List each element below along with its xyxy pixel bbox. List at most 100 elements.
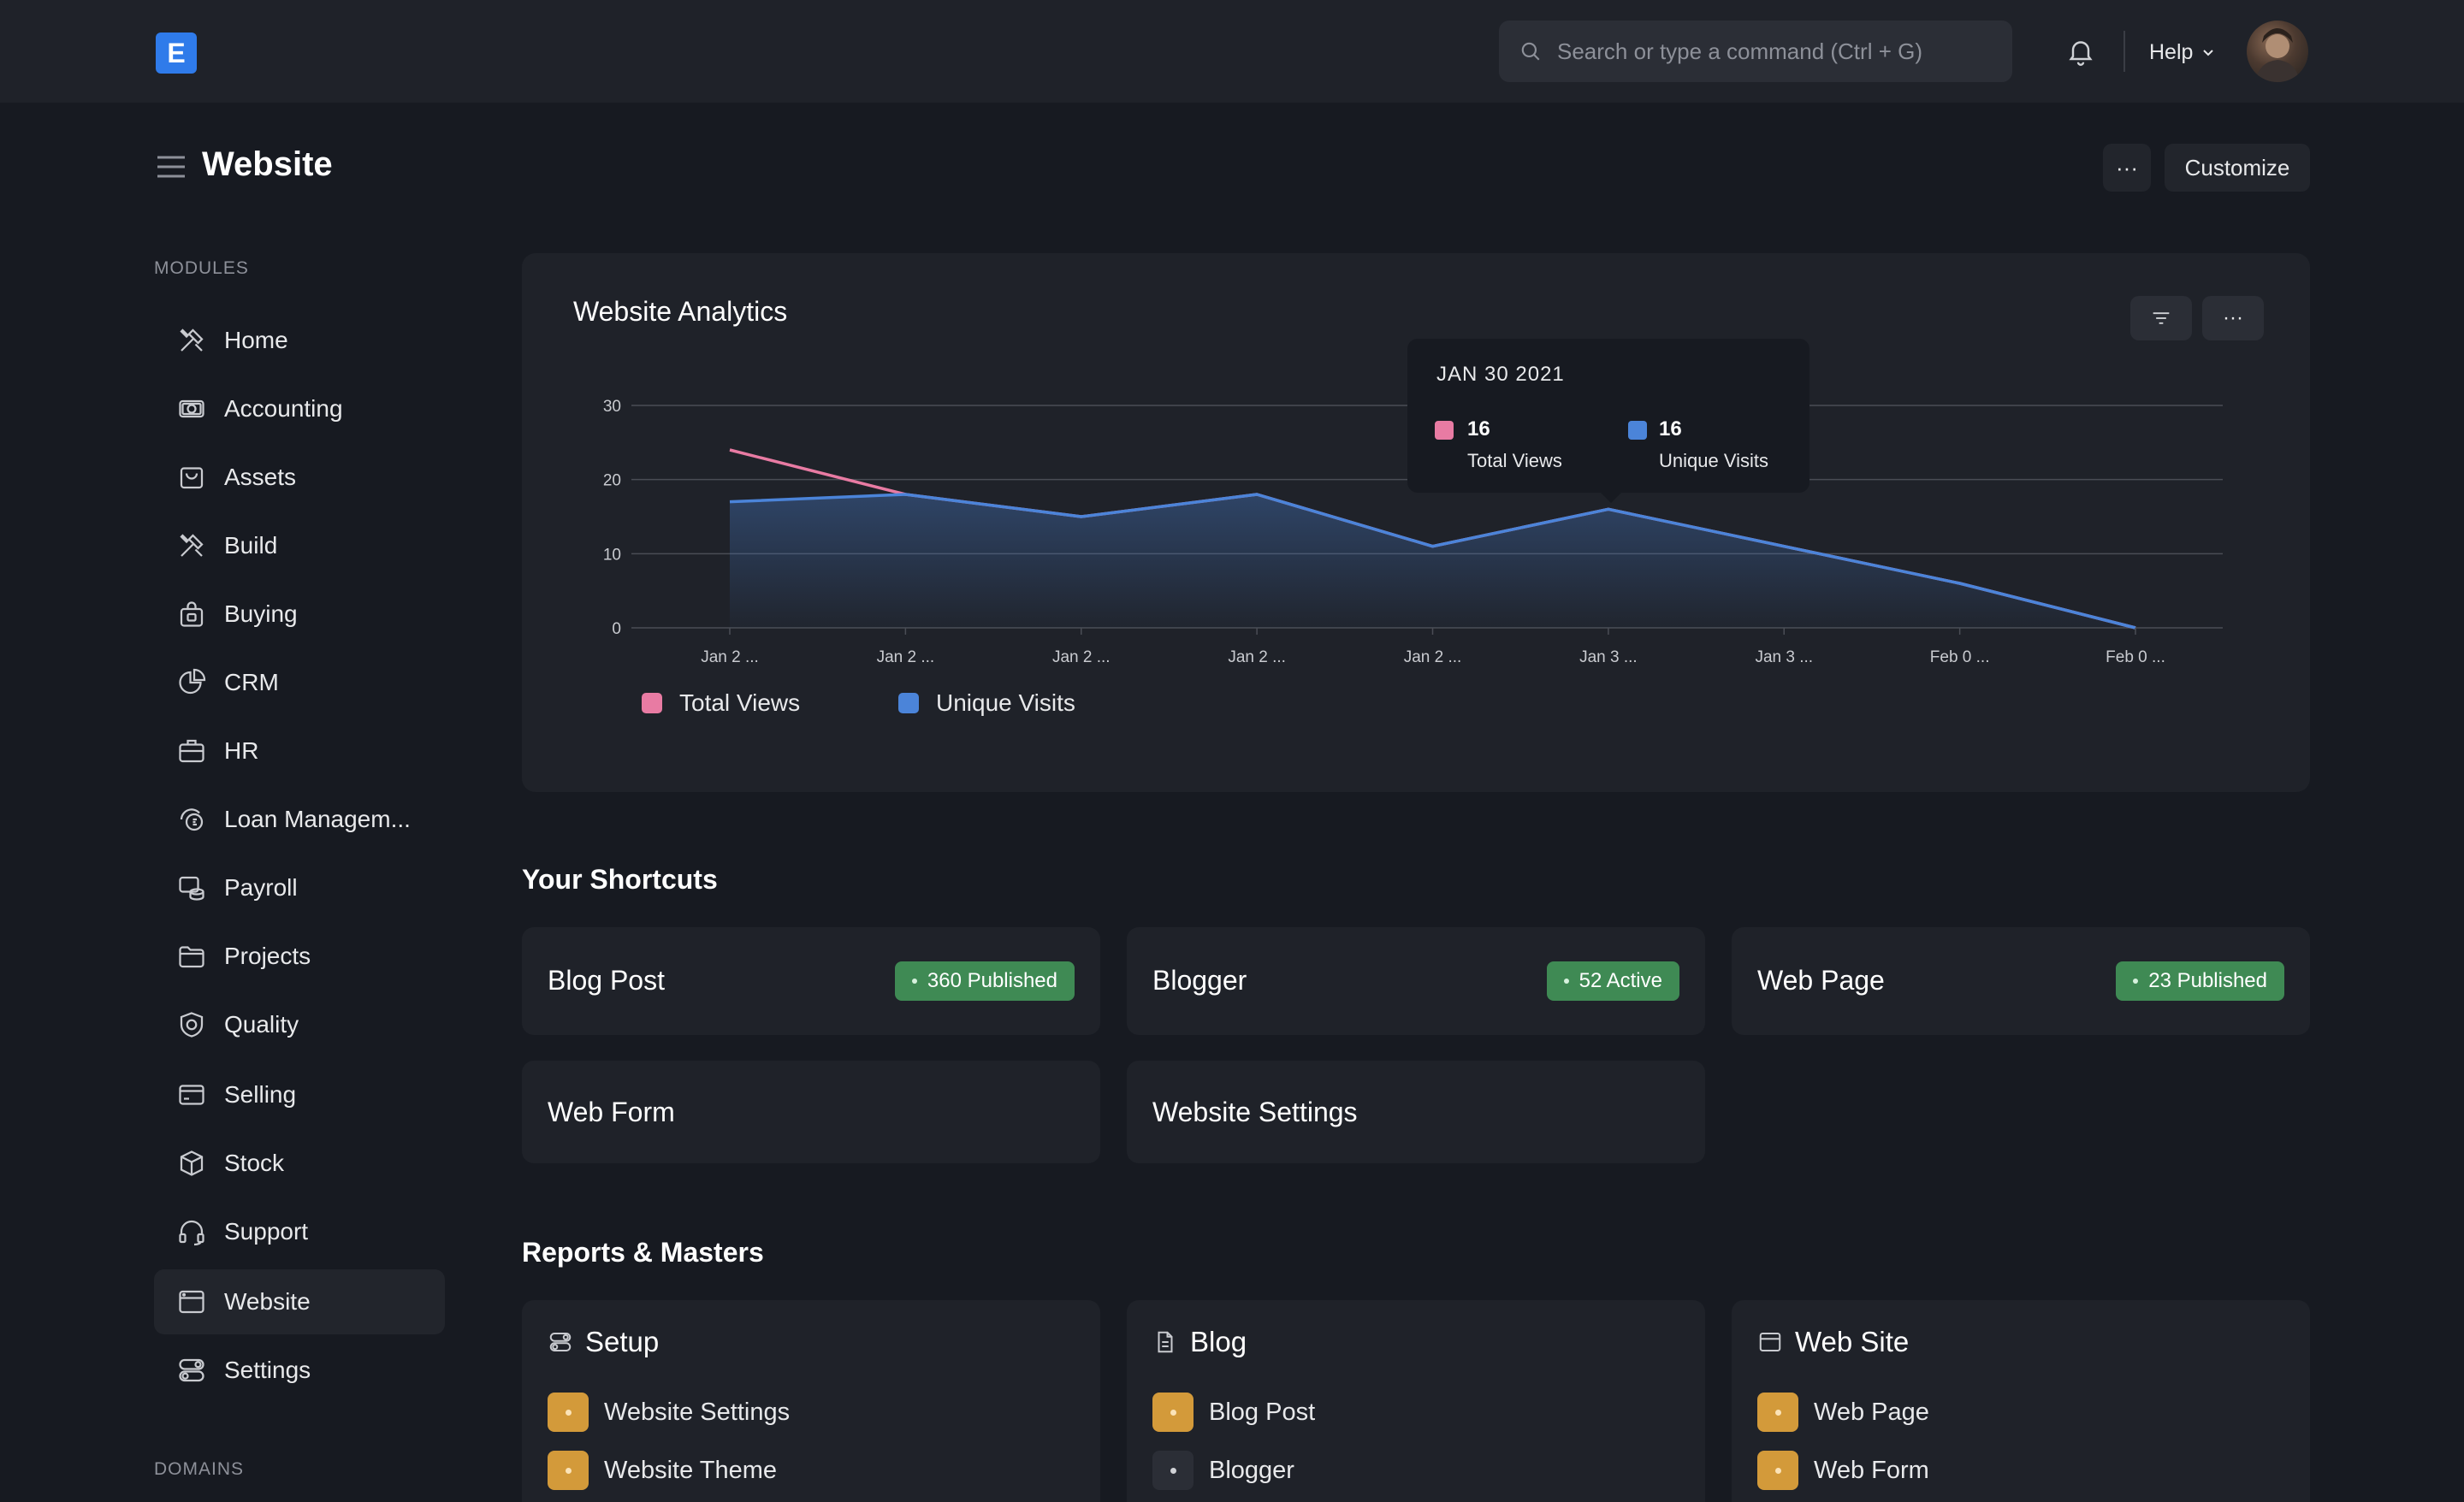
filter-icon: [2153, 312, 2170, 324]
status-badge: 23 Published: [2116, 961, 2284, 1001]
shortcut-blogger[interactable]: Blogger 52 Active: [1127, 927, 1705, 1035]
sidebar-item-label: CRM: [224, 669, 279, 695]
report-link-web-form[interactable]: Web Form: [1757, 1451, 1929, 1490]
report-card-title: Setup: [548, 1326, 659, 1358]
domains-label: DOMAINS: [154, 1459, 245, 1479]
chart-tooltip: JAN 30 2021 16 Total Views 16 Unique Vis…: [1407, 339, 1810, 503]
reports-heading: Reports & Masters: [522, 1237, 764, 1268]
unique-visits-area: [730, 494, 2135, 628]
sidebar-item-loan-management[interactable]: Loan Managem...: [154, 787, 445, 852]
link-indicator: [1152, 1393, 1194, 1432]
sidebar-item-crm[interactable]: CRM: [154, 650, 445, 715]
legend-swatch: [898, 693, 919, 713]
sidebar-item-stock[interactable]: Stock: [154, 1131, 445, 1196]
navbar-divider: [2123, 31, 2125, 72]
chart-filter-button[interactable]: [2130, 296, 2192, 340]
page-more-button[interactable]: ···: [2103, 144, 2151, 192]
search-input[interactable]: [1557, 38, 2002, 65]
sidebar-item-label: Settings: [224, 1357, 311, 1383]
legend-unique-visits[interactable]: Unique Visits: [898, 689, 1075, 717]
user-avatar[interactable]: [2247, 21, 2308, 82]
sidebar-item-website[interactable]: Website: [154, 1269, 445, 1334]
shortcut-blog-post[interactable]: Blog Post 360 Published: [522, 927, 1100, 1035]
sidebar-item-quality[interactable]: Quality: [154, 992, 445, 1057]
sidebar-item-support[interactable]: Support: [154, 1199, 445, 1264]
sidebar-item-label: Payroll: [224, 874, 298, 901]
legend-swatch: [642, 693, 662, 713]
tooltip-total-value: 16: [1467, 417, 1490, 441]
report-card-title: Web Site: [1757, 1326, 1909, 1358]
sidebar-item-assets[interactable]: Assets: [154, 445, 445, 510]
sidebar-item-label: Stock: [224, 1150, 285, 1176]
unique-visits-line: [729, 493, 2136, 630]
sidebar-item-label: Quality: [224, 1011, 299, 1038]
report-link-website-settings[interactable]: Website Settings: [548, 1393, 790, 1432]
report-link-blogger[interactable]: Blogger: [1152, 1451, 1294, 1490]
report-card-web-site: Web Site Web Page Web Form: [1732, 1300, 2310, 1502]
x-tick-label: Jan 2 ...: [1052, 648, 1111, 666]
shortcut-web-form[interactable]: Web Form: [522, 1061, 1100, 1163]
search-bar[interactable]: [1499, 21, 2012, 82]
report-card-blog: Blog Blog Post Blogger: [1127, 1300, 1705, 1502]
sidebar-item-payroll[interactable]: Payroll: [154, 855, 445, 920]
legend-total-views[interactable]: Total Views: [642, 689, 800, 717]
sidebar-item-hr[interactable]: HR: [154, 718, 445, 784]
card-icon: [179, 1085, 204, 1105]
sidebar-toggle-icon[interactable]: [156, 154, 187, 180]
app-logo[interactable]: E: [156, 33, 197, 74]
toggle-icon: [549, 1333, 572, 1351]
legend-label: Unique Visits: [936, 689, 1075, 716]
link-indicator: [1757, 1451, 1798, 1490]
customize-button[interactable]: Customize: [2165, 144, 2310, 192]
sidebar-item-buying[interactable]: Buying: [154, 582, 445, 647]
y-tick-label: 0: [612, 620, 621, 638]
modules-label: MODULES: [154, 258, 249, 278]
website-analytics-card: Website Analytics ··· 0 10 20 30 Jan 2 ... Ja…: [522, 253, 2310, 792]
x-tick-label: Jan 2 ...: [877, 648, 935, 666]
briefcase-icon: [179, 739, 204, 763]
sidebar-item-selling[interactable]: Selling: [154, 1062, 445, 1127]
chart-more-button[interactable]: ···: [2202, 296, 2264, 340]
shortcut-label: Website Settings: [1152, 1097, 1358, 1127]
shortcuts-heading: Your Shortcuts: [522, 864, 718, 895]
x-tick-label: Jan 3 ...: [1579, 648, 1638, 666]
coins-icon: [179, 876, 204, 901]
y-tick-label: 30: [603, 398, 621, 416]
sidebar-item-build[interactable]: Build: [154, 513, 445, 578]
help-dropdown[interactable]: Help: [2149, 38, 2215, 67]
sidebar-item-projects[interactable]: Projects: [154, 924, 445, 989]
sidebar-item-label: Selling: [224, 1081, 297, 1108]
browser-icon: [179, 1290, 204, 1314]
bag-icon: [180, 467, 204, 489]
chart-title: Website Analytics: [573, 296, 788, 327]
shortcut-web-page[interactable]: Web Page 23 Published: [1732, 927, 2310, 1035]
y-tick-label: 20: [603, 472, 621, 490]
report-link-blog-post[interactable]: Blog Post: [1152, 1393, 1315, 1432]
tools-icon: [180, 328, 204, 352]
y-tick-label: 10: [603, 546, 621, 564]
shortcut-website-settings[interactable]: Website Settings: [1127, 1061, 1705, 1163]
x-tick-label: Jan 3 ...: [1755, 648, 1813, 666]
help-label: Help: [2149, 39, 2194, 64]
line-chart: 0 10 20 30 Jan 2 ... Jan 2 ... Jan 2 ... Jan 2 …: [603, 398, 2223, 666]
legend-label: Total Views: [679, 689, 801, 716]
tooltip-unique-swatch: [1628, 421, 1647, 440]
shortcut-label: Web Form: [548, 1097, 675, 1127]
sidebar-item-label: Home: [224, 327, 288, 353]
sidebar-item-label: Buying: [224, 600, 298, 627]
shortcut-label: Blog Post: [548, 965, 665, 996]
notification-bell-icon[interactable]: [2065, 36, 2096, 67]
link-indicator: [548, 1393, 589, 1432]
tooltip-unique-value: 16: [1659, 417, 1682, 441]
sidebar-item-settings[interactable]: Settings: [154, 1338, 445, 1403]
report-link-website-theme[interactable]: Website Theme: [548, 1451, 777, 1490]
pie-icon: [179, 668, 206, 695]
box-icon: [180, 1150, 204, 1176]
report-link-web-page[interactable]: Web Page: [1757, 1393, 1929, 1432]
chevron-down-icon: [2203, 50, 2214, 56]
sidebar-item-label: Accounting: [224, 395, 343, 422]
sidebar-item-accounting[interactable]: Accounting: [154, 376, 445, 441]
loan-icon: [180, 808, 204, 831]
sidebar-item-home[interactable]: Home: [154, 308, 445, 373]
report-card-title: Blog: [1152, 1326, 1247, 1358]
